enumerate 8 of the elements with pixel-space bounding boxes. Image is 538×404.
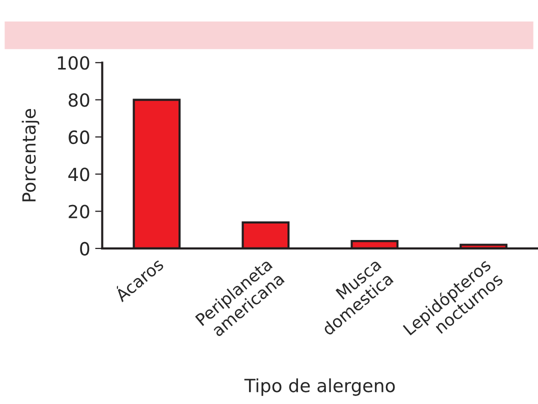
y-axis-title: Porcentaje (22, 108, 40, 202)
y-tick-label: 20 (68, 204, 90, 218)
y-tick-label: 80 (68, 93, 90, 107)
y-tick-label: 60 (68, 130, 90, 144)
y-tick-label: 40 (68, 168, 90, 182)
y-tick-label: 100 (58, 56, 90, 70)
x-axis-title: Tipo de alergeno (244, 378, 395, 396)
y-tick-label: 0 (80, 242, 90, 256)
